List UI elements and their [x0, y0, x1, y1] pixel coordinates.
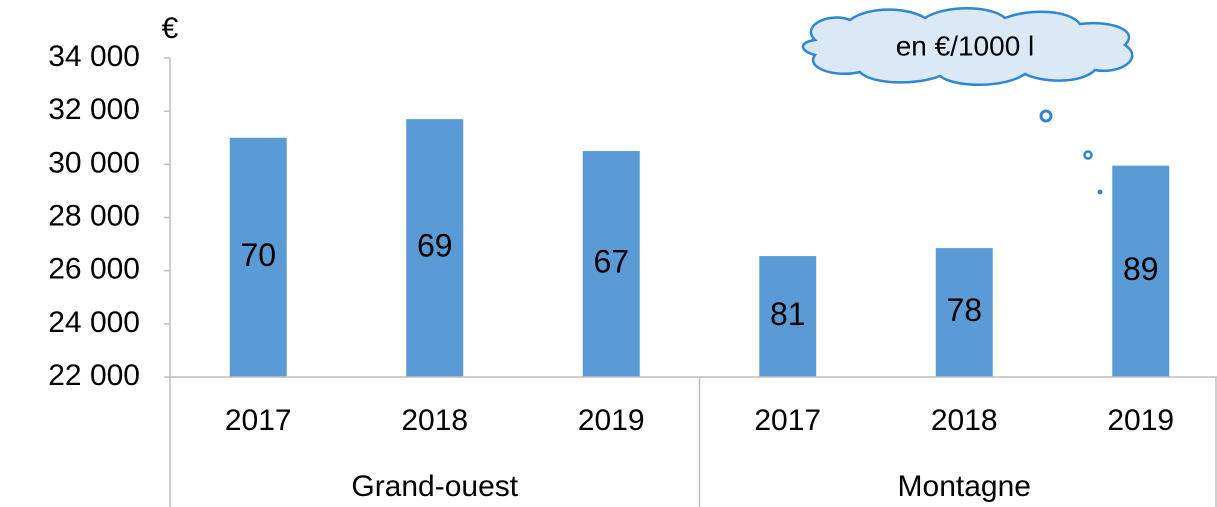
bar-text: 70 — [240, 237, 276, 273]
bar-text: 81 — [770, 296, 806, 332]
x-tick-label: 2018 — [401, 404, 468, 437]
x-tick-label: 2019 — [578, 404, 645, 437]
callout-bubble — [1083, 150, 1093, 160]
callout-cloud — [801, 7, 1134, 86]
y-tick-label: 30 000 — [48, 146, 140, 179]
bar-text: 78 — [946, 292, 982, 328]
group-label: Grand-ouest — [351, 470, 518, 503]
callout-bubble — [1039, 109, 1053, 123]
bar-text: 89 — [1123, 251, 1159, 287]
bar — [406, 119, 464, 378]
y-tick-label: 28 000 — [48, 199, 140, 232]
y-tick-label: 24 000 — [48, 306, 140, 339]
x-tick-label: 2017 — [225, 404, 292, 437]
y-axis-label: € — [162, 12, 179, 45]
group-label: Montagne — [898, 470, 1031, 503]
bar — [759, 256, 817, 377]
bar-text: 67 — [593, 243, 629, 279]
y-tick-label: 22 000 — [48, 359, 140, 392]
y-tick-label: 26 000 — [48, 253, 140, 286]
x-tick-label: 2018 — [931, 404, 998, 437]
y-tick-label: 34 000 — [48, 40, 140, 73]
bar — [582, 151, 640, 377]
x-tick-label: 2019 — [1107, 404, 1174, 437]
annotation: en €/1000 l — [896, 30, 1035, 61]
callout-bubble — [1097, 189, 1103, 195]
y-tick-label: 32 000 — [48, 93, 140, 126]
bar — [229, 137, 287, 377]
bar — [935, 248, 993, 377]
bar-text: 69 — [417, 228, 453, 264]
bar — [1112, 165, 1170, 377]
x-tick-label: 2017 — [754, 404, 821, 437]
